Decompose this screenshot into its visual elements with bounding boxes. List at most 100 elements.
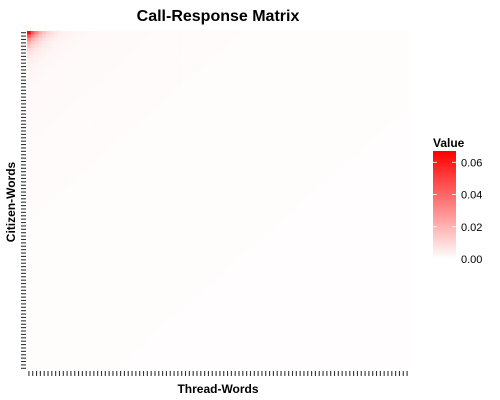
heatmap-cell bbox=[160, 54, 165, 59]
heatmap-cell bbox=[168, 102, 173, 106]
heatmap-cell bbox=[198, 108, 203, 113]
heatmap-cell bbox=[195, 125, 200, 130]
heatmap-cell bbox=[122, 149, 127, 154]
heatmap-cell bbox=[313, 149, 318, 154]
heatmap-cell bbox=[72, 112, 77, 116]
heatmap-cell bbox=[153, 98, 158, 103]
heatmap-cell bbox=[340, 81, 345, 86]
heatmap-cell bbox=[328, 54, 333, 59]
heatmap-cell bbox=[53, 68, 58, 72]
heatmap-cell bbox=[91, 197, 96, 201]
heatmap-cell bbox=[328, 180, 333, 184]
heatmap-cell bbox=[95, 183, 100, 188]
heatmap-cell bbox=[275, 105, 280, 110]
heatmap-cell bbox=[34, 95, 39, 99]
heatmap-cell bbox=[267, 197, 272, 201]
heatmap-cell bbox=[363, 142, 368, 147]
heatmap-cell bbox=[240, 125, 245, 130]
heatmap-cell bbox=[202, 193, 207, 198]
heatmap-cell bbox=[397, 41, 402, 45]
heatmap-cell bbox=[145, 136, 150, 140]
heatmap-cell bbox=[240, 186, 245, 191]
heatmap-cell bbox=[351, 122, 356, 127]
heatmap-cell bbox=[187, 193, 192, 198]
heatmap-cell bbox=[95, 34, 100, 38]
heatmap-cell bbox=[282, 64, 287, 69]
heatmap-cell bbox=[286, 129, 291, 133]
heatmap-cell bbox=[260, 139, 264, 144]
heatmap-cell bbox=[317, 37, 322, 42]
heatmap-cell bbox=[366, 197, 371, 201]
heatmap-cell bbox=[298, 85, 303, 89]
heatmap-cell bbox=[294, 156, 299, 160]
heatmap-cell bbox=[126, 163, 131, 167]
heatmap-cell bbox=[305, 146, 310, 150]
heatmap-cell bbox=[328, 102, 333, 106]
heatmap-cell bbox=[267, 125, 272, 130]
heatmap-cell bbox=[244, 153, 249, 157]
heatmap-cell bbox=[279, 85, 284, 89]
heatmap-cell bbox=[160, 169, 165, 174]
heatmap-cell bbox=[84, 142, 89, 147]
heatmap-cell bbox=[91, 149, 96, 154]
heatmap-cell bbox=[61, 112, 66, 116]
heatmap-cell bbox=[374, 108, 379, 113]
heatmap-cell bbox=[351, 190, 356, 194]
heatmap-cell bbox=[145, 44, 150, 49]
heatmap-cell bbox=[302, 51, 307, 55]
heatmap-cell bbox=[324, 142, 329, 147]
heatmap-cell bbox=[76, 44, 81, 49]
heatmap-cell bbox=[229, 37, 234, 42]
heatmap-cell bbox=[366, 149, 371, 154]
heatmap-cell bbox=[202, 47, 207, 52]
heatmap-cell bbox=[378, 95, 383, 99]
heatmap-cell bbox=[179, 51, 184, 55]
heatmap-cell bbox=[271, 102, 276, 106]
heatmap-cell bbox=[84, 132, 89, 137]
heatmap-cell bbox=[30, 159, 35, 164]
heatmap-cell bbox=[149, 186, 154, 191]
heatmap-cell bbox=[233, 44, 238, 49]
heatmap-cell bbox=[175, 146, 180, 150]
heatmap-cell bbox=[38, 119, 43, 123]
heatmap-cell bbox=[49, 31, 54, 35]
heatmap-cell bbox=[359, 180, 364, 184]
heatmap-cell bbox=[30, 44, 35, 49]
heatmap-cell bbox=[374, 71, 379, 76]
heatmap-cell bbox=[218, 169, 222, 174]
heatmap-cell bbox=[27, 75, 31, 79]
heatmap-cell bbox=[248, 112, 253, 116]
heatmap-cell bbox=[57, 139, 62, 144]
heatmap-cell bbox=[271, 153, 276, 157]
heatmap-cell bbox=[328, 176, 333, 181]
heatmap-cell bbox=[95, 81, 100, 86]
heatmap-cell bbox=[302, 95, 307, 99]
heatmap-cell bbox=[386, 153, 391, 157]
heatmap-cell bbox=[114, 180, 119, 184]
heatmap-cell bbox=[103, 142, 108, 147]
heatmap-cell bbox=[275, 153, 280, 157]
heatmap-cell bbox=[38, 88, 43, 93]
heatmap-cell bbox=[256, 78, 261, 82]
heatmap-cell bbox=[179, 190, 184, 194]
heatmap-cell bbox=[382, 166, 387, 171]
heatmap-cell bbox=[72, 75, 77, 79]
heatmap-cell bbox=[374, 51, 379, 55]
heatmap-cell bbox=[179, 34, 184, 38]
heatmap-cell bbox=[397, 54, 402, 59]
heatmap-cell bbox=[313, 88, 318, 93]
heatmap-cell bbox=[145, 105, 150, 110]
heatmap-cell bbox=[370, 51, 375, 55]
heatmap-cell bbox=[130, 115, 135, 120]
heatmap-cell bbox=[210, 95, 215, 99]
heatmap-cell bbox=[103, 81, 108, 86]
heatmap-cell bbox=[221, 122, 226, 127]
heatmap-cell bbox=[332, 180, 337, 184]
heatmap-cell bbox=[229, 180, 234, 184]
heatmap-cell bbox=[382, 139, 387, 144]
heatmap-cell bbox=[366, 68, 371, 72]
heatmap-cell bbox=[321, 112, 326, 116]
heatmap-cell bbox=[103, 129, 108, 133]
heatmap-cell bbox=[252, 173, 257, 177]
heatmap-cell bbox=[275, 142, 280, 147]
